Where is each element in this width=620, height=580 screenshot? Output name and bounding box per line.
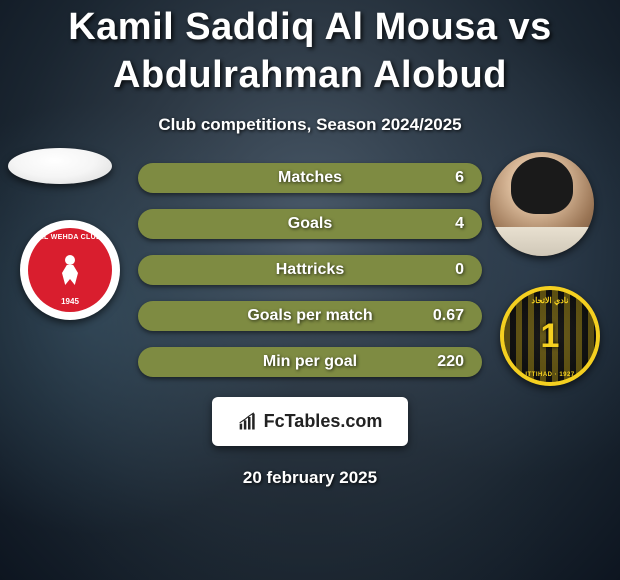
stat-value: 4 <box>455 215 464 233</box>
stat-label: Goals per match <box>138 307 482 325</box>
stat-label: Matches <box>138 169 482 187</box>
subtitle: Club competitions, Season 2024/2025 <box>158 115 461 135</box>
source-text: FcTables.com <box>264 411 383 432</box>
stat-row-gpm: Goals per match 0.67 <box>138 301 482 331</box>
stat-label: Hattricks <box>138 261 482 279</box>
stat-value: 0.67 <box>433 307 464 325</box>
stat-label: Min per goal <box>138 353 482 371</box>
stat-value: 220 <box>437 353 464 371</box>
chart-icon <box>238 412 258 432</box>
source-badge: FcTables.com <box>212 397 409 446</box>
stat-value: 6 <box>455 169 464 187</box>
stat-row-matches: Matches 6 <box>138 163 482 193</box>
stats-area: Matches 6 Goals 4 Hattricks 0 Goals per … <box>0 163 620 377</box>
date: 20 february 2025 <box>243 468 377 488</box>
stat-row-mpg: Min per goal 220 <box>138 347 482 377</box>
content: Kamil Saddiq Al Mousa vs Abdulrahman Alo… <box>0 0 620 580</box>
stat-value: 0 <box>455 261 464 279</box>
stat-row-goals: Goals 4 <box>138 209 482 239</box>
stat-row-hattricks: Hattricks 0 <box>138 255 482 285</box>
page-title: Kamil Saddiq Al Mousa vs Abdulrahman Alo… <box>0 4 620 103</box>
stat-label: Goals <box>138 215 482 233</box>
